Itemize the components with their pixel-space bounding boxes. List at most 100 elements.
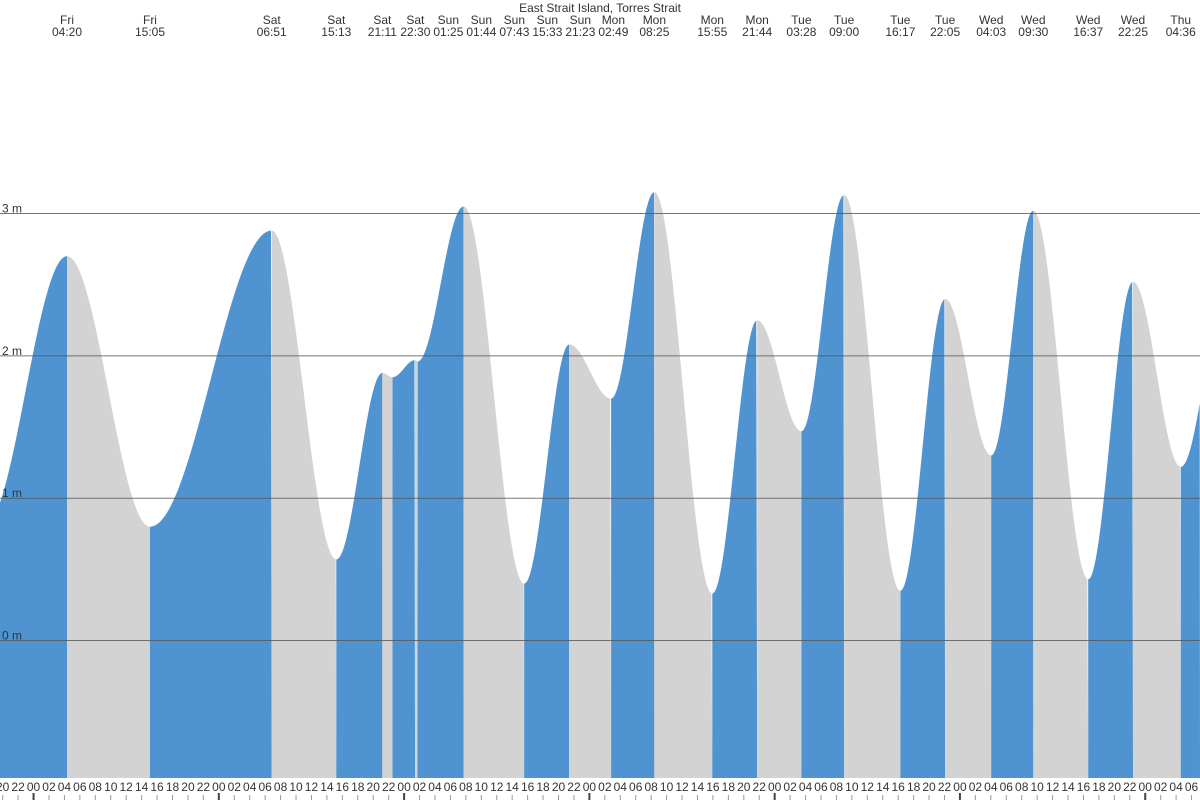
rising-tide [336, 372, 383, 778]
hour-label: 12 [675, 780, 689, 794]
hour-label: 04 [984, 780, 998, 794]
hour-label: 00 [212, 780, 226, 794]
rising-tide [1180, 403, 1200, 778]
hour-label: 08 [644, 780, 658, 794]
hour-label: 04 [799, 780, 813, 794]
rising-tide [1088, 282, 1134, 778]
hour-label: 20 [922, 780, 936, 794]
y-tick-label: 3 m [2, 202, 22, 216]
hour-label: 00 [583, 780, 597, 794]
event-time: 22:25 [1118, 25, 1148, 39]
event-time: 02:49 [598, 25, 628, 39]
hour-label: 02 [413, 780, 427, 794]
hour-label: 10 [289, 780, 303, 794]
event-time: 15:33 [532, 25, 562, 39]
rising-tide [392, 360, 416, 778]
hour-label: 18 [536, 780, 550, 794]
hour-label: 02 [228, 780, 242, 794]
hour-label: 00 [768, 780, 782, 794]
hour-label: 12 [305, 780, 319, 794]
event-day: Sun [471, 13, 492, 27]
hour-label: 22 [753, 780, 767, 794]
chart-title: East Strait Island, Torres Strait [519, 1, 682, 15]
falling-tide [945, 298, 992, 778]
hour-label: 04 [614, 780, 628, 794]
hour-label: 06 [258, 780, 272, 794]
hour-label: 20 [367, 780, 381, 794]
hour-label: 00 [397, 780, 411, 794]
event-day: Sun [570, 13, 591, 27]
event-day: Sun [537, 13, 558, 27]
hour-label: 08 [1015, 780, 1029, 794]
hour-label: 22 [197, 780, 211, 794]
event-time: 06:51 [257, 25, 287, 39]
event-time: 15:55 [697, 25, 727, 39]
hour-label: 06 [73, 780, 87, 794]
hour-label: 04 [243, 780, 257, 794]
hour-label: 16 [892, 780, 906, 794]
event-day: Sat [327, 13, 346, 27]
rising-tide [0, 256, 67, 778]
rising-tide [712, 320, 758, 778]
event-day: Tue [834, 13, 855, 27]
falling-tide [757, 320, 802, 778]
rising-tide [900, 299, 946, 778]
event-time: 07:43 [499, 25, 529, 39]
hour-label: 14 [135, 780, 149, 794]
hour-label: 02 [598, 780, 612, 794]
event-time: 01:44 [466, 25, 496, 39]
hour-label: 22 [1123, 780, 1137, 794]
hour-label: 06 [444, 780, 458, 794]
rising-tide [524, 344, 570, 778]
event-time: 16:37 [1073, 25, 1103, 39]
event-day: Wed [1021, 13, 1045, 27]
event-time: 03:28 [786, 25, 816, 39]
hour-label: 22 [938, 780, 952, 794]
hour-label: 04 [1169, 780, 1183, 794]
event-day: Sun [504, 13, 525, 27]
y-tick-label: 2 m [2, 344, 22, 358]
event-time: 21:44 [742, 25, 772, 39]
hour-label: 22 [11, 780, 25, 794]
event-time: 09:30 [1018, 25, 1048, 39]
hour-label: 14 [320, 780, 334, 794]
hour-label: 16 [150, 780, 164, 794]
event-day: Fri [143, 13, 157, 27]
event-time: 22:05 [930, 25, 960, 39]
event-day: Sat [373, 13, 392, 27]
event-day: Sun [438, 13, 459, 27]
hour-label: 18 [166, 780, 180, 794]
hour-label: 16 [1077, 780, 1091, 794]
hour-label: 18 [722, 780, 736, 794]
hour-label: 08 [830, 780, 844, 794]
hour-label: 16 [336, 780, 350, 794]
event-day: Mon [643, 13, 666, 27]
hour-label: 18 [907, 780, 921, 794]
falling-tide [844, 195, 901, 778]
event-time: 04:20 [52, 25, 82, 39]
hour-label: 22 [382, 780, 396, 794]
hour-label: 14 [691, 780, 705, 794]
rising-tide [149, 230, 272, 779]
event-time: 01:25 [433, 25, 463, 39]
event-day: Mon [602, 13, 625, 27]
event-time: 04:36 [1166, 25, 1196, 39]
hour-label: 16 [521, 780, 535, 794]
hour-label: 00 [953, 780, 967, 794]
event-day: Wed [1076, 13, 1100, 27]
falling-tide [382, 372, 393, 778]
hour-label: 20 [0, 780, 10, 794]
hour-label: 02 [783, 780, 797, 794]
hour-label: 10 [1030, 780, 1044, 794]
rising-tide [801, 195, 845, 778]
hour-label: 12 [861, 780, 875, 794]
event-time: 09:00 [829, 25, 859, 39]
hour-label: 08 [459, 780, 473, 794]
hour-label: 10 [660, 780, 674, 794]
hour-label: 10 [845, 780, 859, 794]
falling-tide [415, 360, 418, 778]
event-day: Tue [935, 13, 956, 27]
hour-label: 10 [104, 780, 118, 794]
event-day: Sat [406, 13, 425, 27]
rising-tide [611, 192, 655, 778]
